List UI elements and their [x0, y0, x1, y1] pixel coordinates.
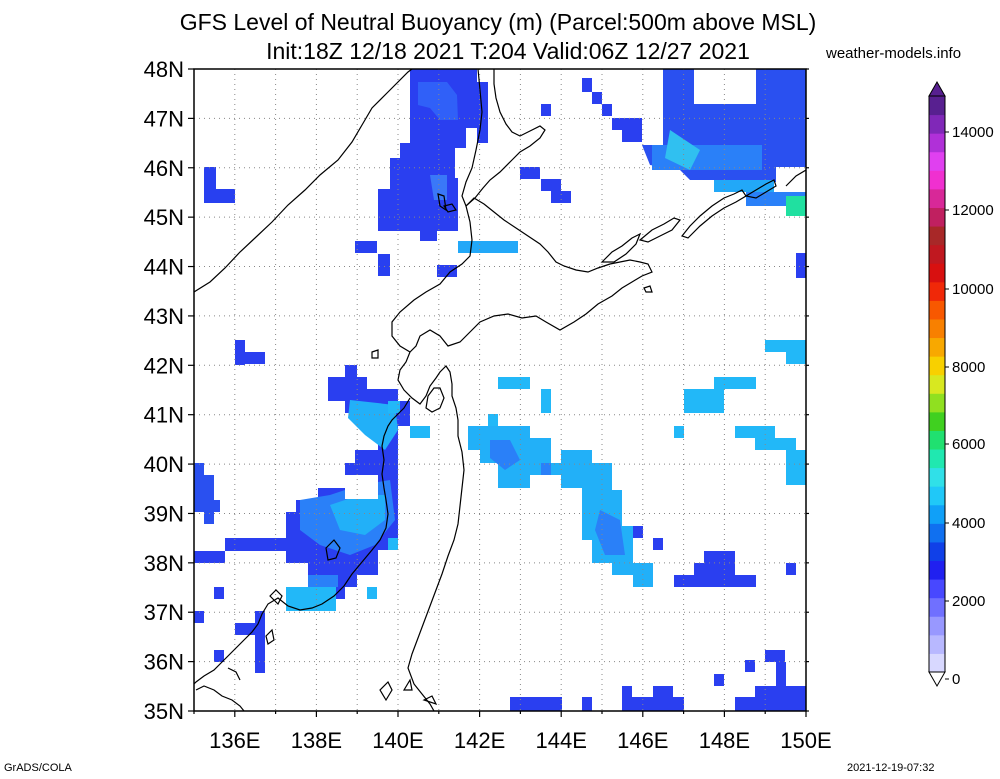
- colorbar-swatch: [929, 151, 945, 171]
- colorbar-swatch: [929, 96, 945, 116]
- lon-label: 140E: [372, 728, 423, 753]
- colorbar-label: 10000: [952, 281, 994, 298]
- colorbar-swatch: [929, 653, 945, 673]
- colorbar-swatch: [929, 504, 945, 524]
- lon-label: 146E: [617, 728, 668, 753]
- lat-label: 38N: [144, 551, 184, 576]
- colorbar-swatch: [929, 188, 945, 208]
- colorbar-swatch: [929, 170, 945, 190]
- lat-label: 35N: [144, 699, 184, 724]
- lon-label: 148E: [699, 728, 750, 753]
- colorbar-swatch: [929, 634, 945, 654]
- colorbar-swatch: [929, 207, 945, 227]
- lon-label: 144E: [536, 728, 587, 753]
- colorbar-swatch: [929, 523, 945, 543]
- colorbar-label: 8000: [952, 359, 985, 376]
- colorbar-swatch: [929, 597, 945, 617]
- colorbar-swatch: [929, 579, 945, 599]
- colorbar-label: 4000: [952, 515, 985, 532]
- colorbar-swatch: [929, 467, 945, 487]
- colorbar-swatch: [929, 356, 945, 376]
- colorbar-swatch: [929, 226, 945, 246]
- colorbar-swatch: [929, 616, 945, 636]
- colorbar-swatch: [929, 133, 945, 153]
- lat-label: 42N: [144, 353, 184, 378]
- lat-label: 36N: [144, 650, 184, 675]
- colorbar: [928, 80, 946, 688]
- plot-frame: [193, 68, 807, 712]
- colorbar-swatch: [929, 300, 945, 320]
- colorbar-swatch: [929, 374, 945, 394]
- graticule: [194, 69, 806, 711]
- site-credit: weather-models.info: [826, 45, 962, 62]
- colorbar-swatch: [929, 541, 945, 562]
- lon-label: 150E: [780, 728, 831, 753]
- lat-label: 45N: [144, 205, 184, 230]
- lat-label: 48N: [144, 57, 184, 82]
- colorbar-swatch: [929, 430, 945, 450]
- footer-timestamp: 2021-12-19-07:32: [847, 762, 935, 774]
- footer-software: GrADS/COLA: [4, 762, 72, 774]
- lat-label: 41N: [144, 403, 184, 428]
- lat-label: 43N: [144, 304, 184, 329]
- lat-label: 47N: [144, 106, 184, 131]
- lat-label: 39N: [144, 501, 184, 526]
- map-title: GFS Level of Neutral Buoyancy (m) (Parce…: [179, 9, 817, 35]
- colorbar-swatch: [929, 114, 945, 134]
- colorbar-label: 6000: [952, 436, 985, 453]
- colorbar-label: 14000: [952, 124, 994, 141]
- lat-label: 40N: [144, 452, 184, 477]
- colorbar-swatch: [929, 393, 945, 413]
- lat-label: 44N: [144, 255, 184, 280]
- longitude-labels: 136E 138E 140E 142E 144E 146E 148E 150E: [209, 728, 832, 753]
- colorbar-bottom-arrow: [928, 671, 946, 688]
- map-subtitle: Init:18Z 12/18 2021 T:204 Valid:06Z 12/2…: [266, 38, 750, 64]
- colorbar-top-arrow: [928, 80, 946, 97]
- colorbar-swatch: [929, 318, 945, 339]
- colorbar-swatch: [929, 449, 945, 469]
- lon-label: 138E: [291, 728, 342, 753]
- colorbar-label: 2000: [952, 593, 985, 610]
- colorbar-label: 12000: [952, 202, 994, 219]
- colorbar-labels: 14000 12000 10000 8000 6000 4000 2000 0: [945, 124, 994, 688]
- lat-label: 46N: [144, 156, 184, 181]
- lat-label: 37N: [144, 600, 184, 625]
- colorbar-swatch: [929, 244, 945, 264]
- lon-label: 142E: [454, 728, 505, 753]
- lon-label: 136E: [209, 728, 260, 753]
- coastlines: [194, 69, 806, 711]
- colorbar-swatch: [929, 486, 945, 506]
- colorbar-swatch: [929, 337, 945, 357]
- colorbar-swatch: [929, 263, 945, 283]
- latitude-labels: 48N 47N 46N 45N 44N 43N 42N 41N 40N 39N 38N 37N 36N 3…: [144, 57, 184, 724]
- colorbar-label: 0: [952, 671, 960, 688]
- colorbar-swatch: [929, 560, 945, 580]
- colorbar-swatch: [929, 411, 945, 431]
- buoyancy-field: [194, 69, 806, 711]
- colorbar-swatch: [929, 281, 945, 301]
